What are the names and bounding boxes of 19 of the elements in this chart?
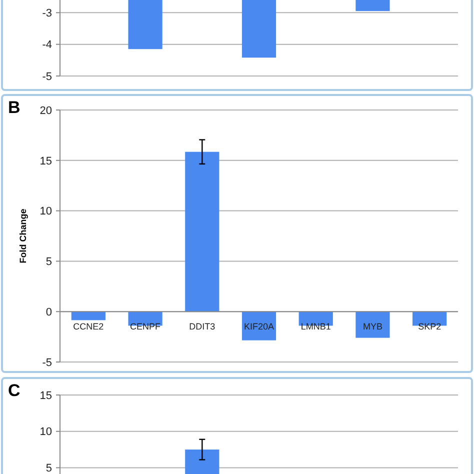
x-tick-label: DDIT3 (189, 322, 216, 332)
y-tick-label: -5 (42, 356, 52, 369)
y-tick-label: 15 (40, 155, 52, 168)
y-axis-title: Fold Change (18, 208, 28, 264)
y-tick-label: 5 (46, 462, 52, 474)
x-tick-label: CCNE2 (73, 322, 104, 332)
y-tick-label: -3 (42, 8, 52, 20)
y-tick-label: 20 (40, 104, 52, 117)
y-tick-label: -4 (42, 39, 52, 52)
x-tick-label: KIF20A (244, 322, 274, 332)
chart-title: C (8, 381, 20, 400)
y-tick-label: 15 (40, 390, 52, 402)
x-tick-label: MYB (362, 322, 382, 332)
y-tick-label: 5 (46, 256, 52, 268)
y-tick-label: 10 (40, 426, 52, 438)
y-tick-label: -5 (42, 70, 52, 83)
y-tick-label: 0 (46, 306, 52, 318)
chart-title: B (8, 98, 20, 117)
y-tick-label: 10 (40, 206, 52, 218)
